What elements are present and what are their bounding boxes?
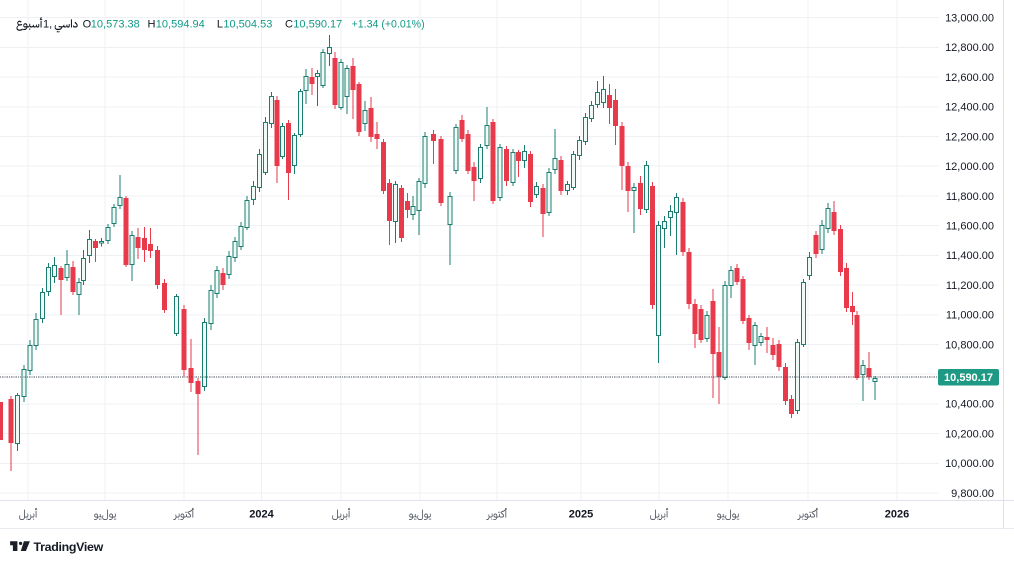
svg-text:H: H [148,19,156,31]
svg-text:11,200.00: 11,200.00 [946,280,994,292]
svg-text:1,: 1, [43,19,52,31]
svg-text:10,000.00: 10,000.00 [945,458,994,470]
svg-text:9,800.00: 9,800.00 [951,488,994,500]
svg-text:10,594.94: 10,594.94 [156,19,205,31]
svg-text:10,800.00: 10,800.00 [945,339,994,351]
svg-text:2025: 2025 [569,509,593,521]
svg-text:10,504.53: 10,504.53 [223,19,272,31]
svg-text:+1.34 (+0.01%): +1.34 (+0.01%) [352,19,425,31]
svg-text:2026: 2026 [885,509,909,521]
svg-text:O: O [83,19,92,31]
svg-text:11,400.00: 11,400.00 [946,250,994,262]
svg-text:L: L [217,19,223,31]
svg-text:12,800.00: 12,800.00 [945,42,994,54]
svg-text:2024: 2024 [249,509,274,521]
svg-text:TradingView: TradingView [34,540,104,554]
svg-text:10,590.17: 10,590.17 [293,19,342,31]
svg-text:10,590.17: 10,590.17 [944,372,993,384]
svg-text:12,000.00: 12,000.00 [945,161,994,173]
svg-text:12,200.00: 12,200.00 [945,131,994,143]
svg-text:10,400.00: 10,400.00 [945,399,994,411]
svg-text:C: C [285,19,293,31]
svg-text:11,800.00: 11,800.00 [946,191,994,203]
svg-text:11,000.00: 11,000.00 [946,310,994,322]
svg-text:11,600.00: 11,600.00 [946,221,994,233]
svg-text:13,000.00: 13,000.00 [945,13,994,25]
svg-text:12,600.00: 12,600.00 [945,72,994,84]
svg-text:10,573.38: 10,573.38 [91,19,140,31]
svg-text:12,400.00: 12,400.00 [945,102,994,114]
svg-text:10,200.00: 10,200.00 [945,428,994,440]
